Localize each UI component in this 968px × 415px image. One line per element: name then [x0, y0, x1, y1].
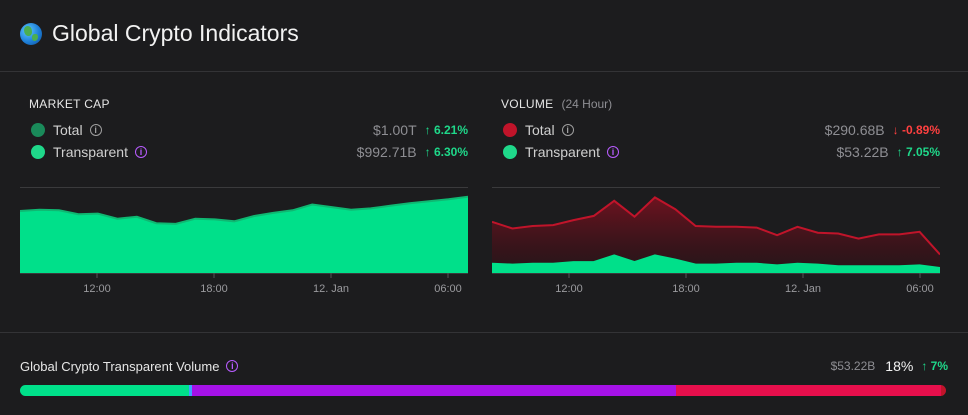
legend-dot-transparent — [31, 145, 45, 159]
market-cap-chart[interactable]: 12:00 18:00 12. Jan 06:00 — [20, 187, 468, 299]
market-cap-transparent-value: $992.71B — [356, 144, 417, 160]
section-divider — [0, 332, 968, 333]
page-title: Global Crypto Indicators — [52, 20, 299, 46]
market-cap-chart-svg: 12:00 18:00 12. Jan 06:00 — [20, 187, 468, 295]
info-icon[interactable]: i — [226, 360, 239, 372]
transparent-volume-row: Global Crypto Transparent Volume i $53.2… — [20, 356, 948, 376]
legend-label: Total — [53, 122, 83, 138]
volume-heading: VOLUME (24 Hour) — [501, 97, 613, 111]
info-icon[interactable]: i — [606, 146, 619, 158]
legend-dot-total — [31, 123, 45, 137]
info-icon[interactable]: i — [134, 146, 147, 158]
globe-icon — [20, 23, 42, 45]
x-tick-label: 12:00 — [83, 283, 111, 295]
series-area-0 — [492, 197, 940, 273]
x-tick-label: 12. Jan — [313, 283, 349, 295]
series-line-0 — [492, 196, 940, 256]
volume-subheading: (24 Hour) — [561, 97, 613, 111]
bar-segment-2 — [192, 385, 676, 396]
volume-total-value: $290.68B — [824, 122, 885, 138]
legend-label: Transparent — [525, 144, 600, 160]
transparent-volume-value: $53.22B — [830, 359, 876, 373]
market-cap-transparent-change: ↑ 6.30% — [424, 145, 468, 159]
volume-total-row: Total i $290.68B ↓ -0.89% — [503, 119, 940, 141]
legend-label: Total — [525, 122, 555, 138]
x-tick-label: 18:00 — [672, 283, 700, 295]
legend-dot-total — [503, 123, 517, 137]
info-icon[interactable]: i — [89, 124, 102, 136]
x-tick-label: 12. Jan — [785, 283, 821, 295]
volume-chart-svg: 12:00 18:00 12. Jan 06:00 — [492, 187, 940, 295]
legend-label: Transparent — [53, 144, 128, 160]
transparent-volume-percent: 18% — [885, 358, 914, 374]
volume-panel: VOLUME (24 Hour) Total i $290.68B ↓ -0.8… — [492, 95, 940, 163]
bar-segment-0 — [20, 385, 190, 396]
legend-dot-transparent — [503, 145, 517, 159]
info-icon[interactable]: i — [561, 124, 574, 136]
series-area-0 — [20, 196, 468, 273]
volume-transparent-row: Transparent i $53.22B ↑ 7.05% — [503, 141, 940, 163]
series-line-1 — [492, 254, 940, 269]
header: Global Crypto Indicators — [0, 0, 968, 72]
volume-chart[interactable]: 12:00 18:00 12. Jan 06:00 — [492, 187, 940, 299]
x-tick-label: 12:00 — [555, 283, 583, 295]
transparent-volume-label: Global Crypto Transparent Volume — [20, 358, 220, 374]
market-cap-transparent-row: Transparent i $992.71B ↑ 6.30% — [31, 141, 468, 163]
market-cap-panel: MARKET CAP Total i $1.00T ↑ 6.21% Transp… — [20, 95, 468, 163]
market-cap-total-row: Total i $1.00T ↑ 6.21% — [31, 119, 468, 141]
bar-segment-1 — [189, 385, 193, 396]
transparent-volume-change: ↑ 7% — [921, 359, 948, 373]
bar-segment-3 — [675, 385, 942, 396]
volume-total-change: ↓ -0.89% — [892, 123, 940, 137]
x-tick-label: 18:00 — [200, 283, 228, 295]
volume-transparent-value: $53.22B — [836, 144, 889, 160]
transparent-volume-bar — [20, 385, 946, 396]
x-tick-label: 06:00 — [434, 283, 462, 295]
market-cap-total-value: $1.00T — [373, 122, 417, 138]
market-cap-heading: MARKET CAP — [29, 97, 110, 111]
bar-segment-4 — [941, 385, 946, 396]
volume-transparent-change: ↑ 7.05% — [896, 145, 940, 159]
x-tick-label: 06:00 — [906, 283, 934, 295]
series-line-0 — [20, 195, 468, 225]
market-cap-total-change: ↑ 6.21% — [424, 123, 468, 137]
